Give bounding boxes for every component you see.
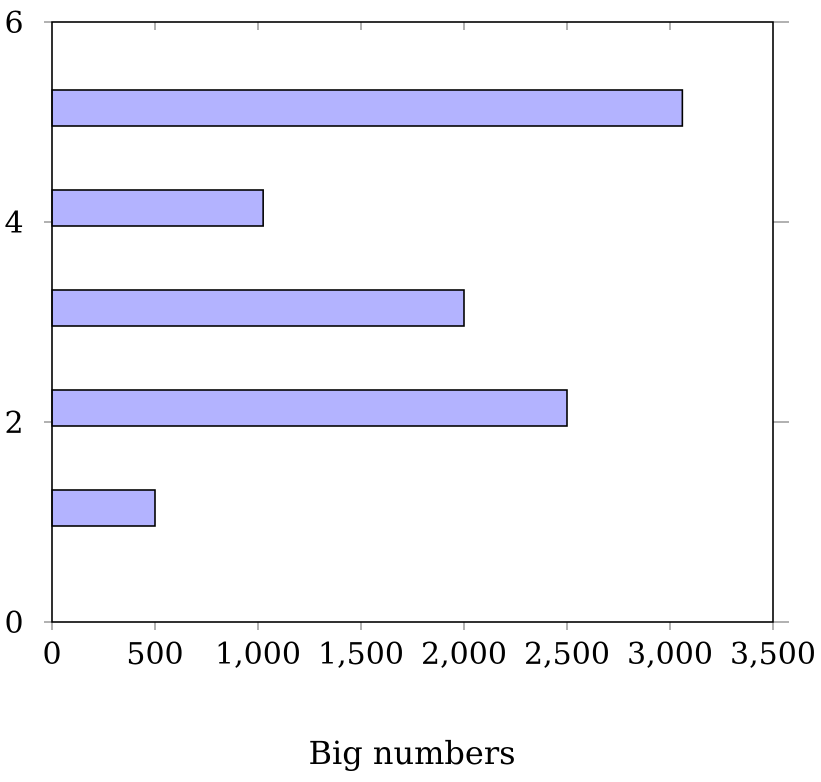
x-tick-label: 0 <box>42 637 61 672</box>
bar <box>51 489 156 527</box>
y-tick-label: 6 <box>4 6 23 41</box>
y-tick-labels: 0 2 4 6 <box>4 6 23 641</box>
x-tick-label: 3,000 <box>627 637 713 672</box>
x-tick-label: 500 <box>126 637 183 672</box>
bar <box>51 189 264 227</box>
axis-ticks <box>44 21 789 630</box>
y-tick-label: 0 <box>4 606 23 641</box>
x-axis-title: Big numbers <box>308 734 515 772</box>
x-tick-label: 2,000 <box>421 637 507 672</box>
bar <box>51 89 684 127</box>
bar <box>51 289 465 327</box>
x-tick-labels: 0 500 1,000 1,500 2,000 2,500 3,000 3,500 <box>42 637 815 672</box>
y-tick-label: 2 <box>4 406 23 441</box>
x-tick-label: 1,500 <box>318 637 404 672</box>
x-tick-label: 2,500 <box>524 637 610 672</box>
bar <box>51 389 568 427</box>
x-tick-label: 1,000 <box>215 637 301 672</box>
plot-frame <box>51 21 774 623</box>
y-tick-label: 4 <box>4 206 23 241</box>
x-tick-label: 3,500 <box>730 637 816 672</box>
bars <box>51 89 684 527</box>
